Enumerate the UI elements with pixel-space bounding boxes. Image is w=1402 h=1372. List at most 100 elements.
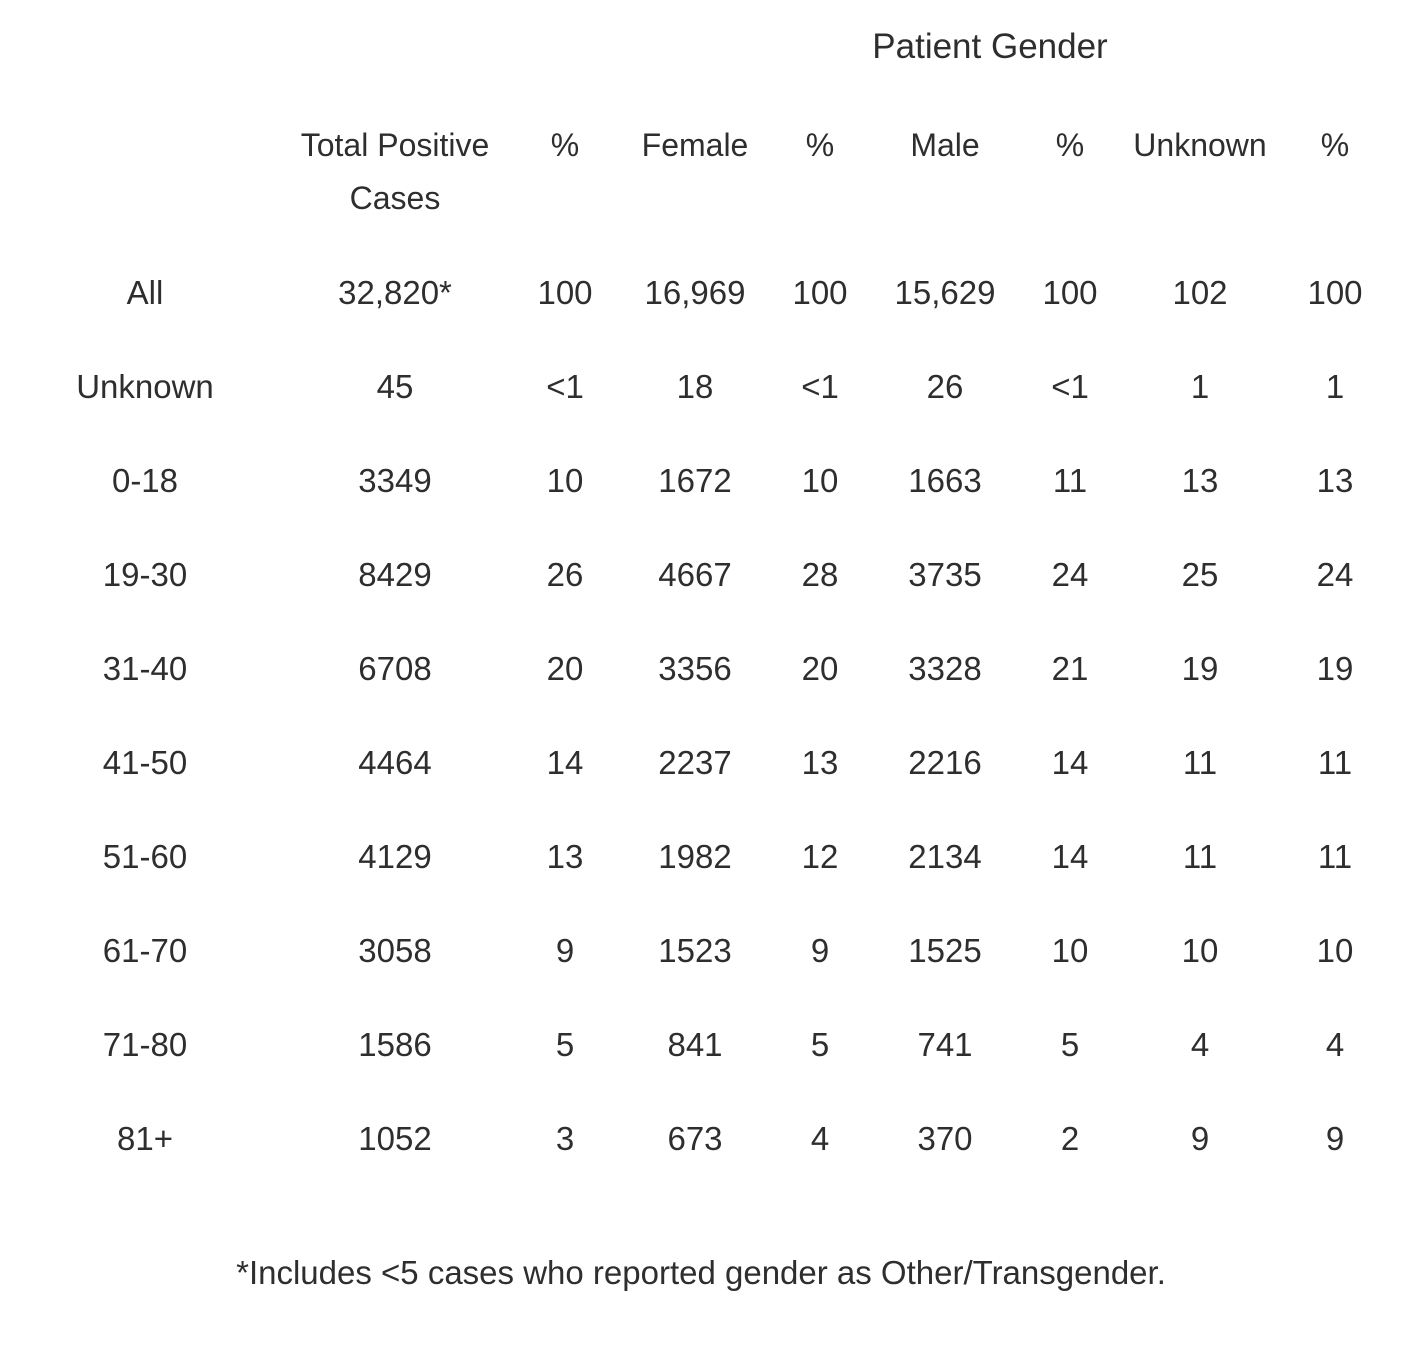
cell-male: 3328 [908, 650, 982, 687]
cell-total: 4464 [358, 744, 432, 781]
column-header-total-positive-cases: Total Positive Cases [300, 127, 490, 216]
cell-male: 2134 [908, 838, 982, 875]
row-label: 51-60 [102, 838, 188, 875]
cell-female: 1982 [658, 838, 732, 875]
table-header-row: Total Positive Cases % Female % Male % U… [0, 119, 1402, 225]
column-header-male: Male [910, 127, 980, 163]
cell-male-pct: 21 [1051, 650, 1089, 687]
cell-male: 741 [917, 1026, 973, 1063]
cell-total-pct: 3 [555, 1120, 575, 1157]
cell-female-pct: 5 [810, 1026, 830, 1063]
column-header-unknown: Unknown [1133, 127, 1267, 163]
column-header-percent-male: % [1055, 127, 1085, 163]
cell-unknown-pct: 4 [1325, 1026, 1345, 1063]
table-row-all: All 32,820* 100 16,969 100 15,629 100 10… [0, 246, 1402, 340]
cell-male-pct: 2 [1060, 1120, 1080, 1157]
cell-male-pct: 24 [1051, 556, 1089, 593]
table-row-unknown: Unknown 45 <1 18 <1 26 <1 1 1 [0, 340, 1402, 434]
cell-male-pct: 5 [1060, 1026, 1080, 1063]
cell-unknown-pct: 24 [1316, 556, 1354, 593]
cell-male-pct: <1 [1051, 368, 1089, 405]
cell-female-pct: 9 [810, 932, 830, 969]
cell-total-pct: 20 [546, 650, 584, 687]
cell-male: 1663 [908, 462, 982, 499]
cell-total: 4129 [358, 838, 432, 875]
cell-total: 32,820* [338, 274, 452, 311]
cell-female: 1523 [658, 932, 732, 969]
cell-unknown-pct: 1 [1325, 368, 1345, 405]
cell-male-pct: 100 [1042, 274, 1098, 311]
column-header-female: Female [641, 127, 749, 163]
table-row-71-80: 71-80 1586 5 841 5 741 5 4 4 [0, 998, 1402, 1092]
table-row-41-50: 41-50 4464 14 2237 13 2216 14 11 11 [0, 716, 1402, 810]
cell-male-pct: 10 [1051, 932, 1089, 969]
row-label: 81+ [117, 1120, 173, 1157]
cell-male: 2216 [908, 744, 982, 781]
cell-unknown: 11 [1182, 838, 1218, 875]
cell-unknown: 4 [1190, 1026, 1210, 1063]
cell-total-pct: 100 [537, 274, 593, 311]
cell-unknown: 19 [1181, 650, 1219, 687]
footnote: *Includes <5 cases who reported gender a… [236, 1254, 1166, 1291]
cell-unknown-pct: 10 [1316, 932, 1354, 969]
row-label: 0-18 [111, 462, 179, 499]
cell-female: 673 [667, 1120, 723, 1157]
column-header-percent-total: % [550, 127, 580, 163]
cell-unknown-pct: 11 [1317, 838, 1353, 875]
cell-female-pct: 4 [810, 1120, 830, 1157]
cell-total-pct: 5 [555, 1026, 575, 1063]
row-label: 31-40 [102, 650, 188, 687]
cell-unknown-pct: 100 [1307, 274, 1363, 311]
cell-female-pct: 100 [792, 274, 848, 311]
cell-unknown-pct: 11 [1317, 744, 1353, 781]
cell-unknown: 11 [1182, 744, 1218, 781]
cell-total-pct: 26 [546, 556, 584, 593]
cell-unknown-pct: 19 [1316, 650, 1354, 687]
group-header-patient-gender: Patient Gender [872, 27, 1108, 66]
table-row-19-30: 19-30 8429 26 4667 28 3735 24 25 24 [0, 528, 1402, 622]
cell-female-pct: 20 [801, 650, 839, 687]
cell-total: 45 [376, 368, 414, 405]
cell-female: 16,969 [644, 274, 746, 311]
cell-male: 15,629 [894, 274, 996, 311]
column-header-percent-female: % [805, 127, 835, 163]
cell-male: 26 [926, 368, 964, 405]
cell-total-pct: 14 [546, 744, 584, 781]
cell-female: 1672 [658, 462, 732, 499]
cell-unknown: 1 [1190, 368, 1210, 405]
cell-total: 8429 [358, 556, 432, 593]
table-row-31-40: 31-40 6708 20 3356 20 3328 21 19 19 [0, 622, 1402, 716]
cell-unknown: 9 [1190, 1120, 1210, 1157]
cell-male-pct: 11 [1052, 462, 1088, 499]
cell-unknown: 10 [1181, 932, 1219, 969]
cell-female-pct: 10 [801, 462, 839, 499]
cell-female: 2237 [658, 744, 732, 781]
group-header-row: Patient Gender [0, 26, 1402, 68]
table-row-81-plus: 81+ 1052 3 673 4 370 2 9 9 [0, 1092, 1402, 1186]
table-body: All 32,820* 100 16,969 100 15,629 100 10… [0, 246, 1402, 1186]
cell-total-pct: 10 [546, 462, 584, 499]
table-row-0-18: 0-18 3349 10 1672 10 1663 11 13 13 [0, 434, 1402, 528]
table-row-61-70: 61-70 3058 9 1523 9 1525 10 10 10 [0, 904, 1402, 998]
cell-female-pct: <1 [801, 368, 839, 405]
cell-unknown-pct: 13 [1316, 462, 1354, 499]
row-label: 19-30 [102, 556, 188, 593]
cell-male-pct: 14 [1051, 744, 1089, 781]
cell-female: 841 [667, 1026, 723, 1063]
row-label: All [126, 274, 164, 311]
cell-total: 3058 [358, 932, 432, 969]
cell-total: 1586 [358, 1026, 432, 1063]
cell-male-pct: 14 [1051, 838, 1089, 875]
cell-female: 4667 [658, 556, 732, 593]
cell-female-pct: 28 [801, 556, 839, 593]
cell-total: 3349 [358, 462, 432, 499]
cell-total-pct: <1 [546, 368, 584, 405]
cell-male: 3735 [908, 556, 982, 593]
row-label: 61-70 [102, 932, 188, 969]
cell-female: 3356 [658, 650, 732, 687]
cell-male: 370 [917, 1120, 973, 1157]
patient-gender-table: Patient Gender Total Positive Cases % Fe… [0, 26, 1402, 1293]
row-label: Unknown [76, 368, 214, 405]
column-header-percent-unknown: % [1320, 127, 1350, 163]
cell-female-pct: 12 [801, 838, 839, 875]
